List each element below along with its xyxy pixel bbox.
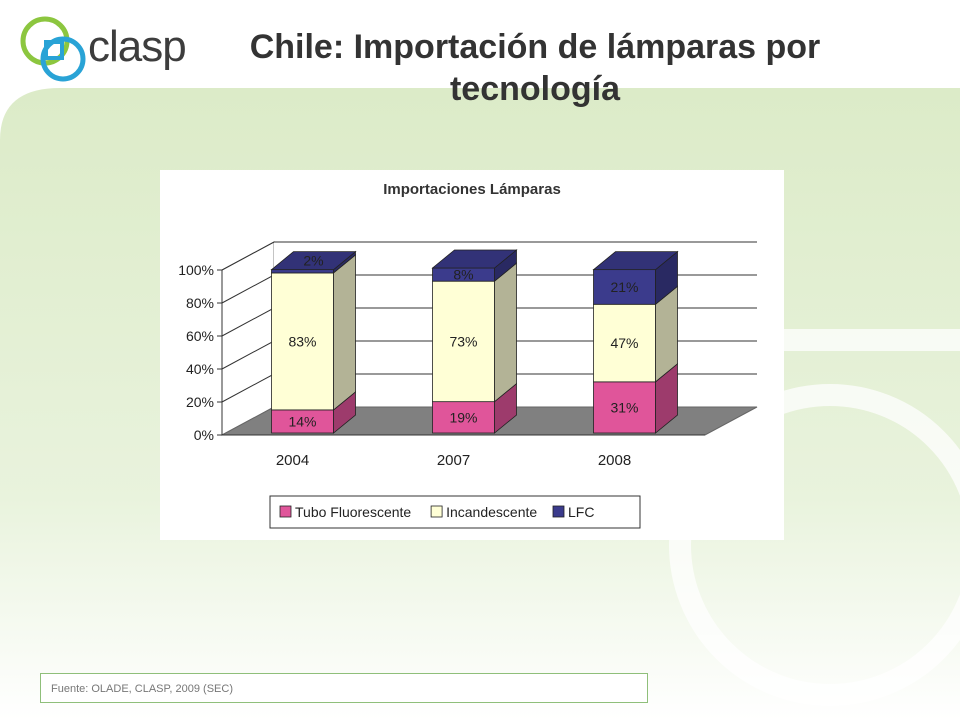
legend-swatch xyxy=(279,505,292,518)
data-label: 31% xyxy=(610,399,638,415)
legend-swatch xyxy=(430,505,443,518)
stacked-bar-chart: Importaciones Lámparas 0% 20% 40% 60% 80% 100%… xyxy=(178,181,758,529)
title-line-2: tecnología xyxy=(449,70,621,108)
title-line-1: Chile: Importación de lámparas por xyxy=(249,28,821,66)
bar-segment xyxy=(271,272,334,411)
y-tick-label: 80% xyxy=(186,295,214,311)
bar-segment-side xyxy=(494,262,517,403)
source-note: Fuente: OLADE, CLASP, 2009 (SEC) xyxy=(40,673,648,703)
legend-label: Incandescente xyxy=(446,504,537,520)
bar-segment xyxy=(432,280,495,403)
x-tick-label: 2007 xyxy=(437,452,470,469)
data-label: 2% xyxy=(303,253,323,269)
bar-segment-side xyxy=(333,254,356,411)
logo-text: clasp xyxy=(88,22,187,71)
x-tick-label: 2004 xyxy=(276,452,309,469)
clasp-logo: clasp xyxy=(18,14,198,84)
data-label: 8% xyxy=(453,267,473,283)
legend-label: LFC xyxy=(568,504,594,520)
chart-title: Importaciones Lámparas xyxy=(383,181,561,198)
bar-segment xyxy=(593,269,656,305)
y-tick-label: 100% xyxy=(178,262,214,278)
legend-box xyxy=(269,495,641,529)
data-label: 21% xyxy=(610,279,638,295)
side-wall xyxy=(221,241,275,436)
y-tick-label: 40% xyxy=(186,361,214,377)
x-tick-label: 2008 xyxy=(598,452,631,469)
y-tick-label: 0% xyxy=(194,427,214,443)
bar-segment xyxy=(271,269,334,274)
bar-segment xyxy=(593,381,656,434)
legend-label: Tubo Fluorescente xyxy=(295,504,411,520)
page-title: Chile: Importación de lámparas por tecno… xyxy=(200,26,870,110)
data-label: 73% xyxy=(449,333,477,349)
y-tick-label: 20% xyxy=(186,394,214,410)
gridline xyxy=(221,241,757,271)
data-label: 83% xyxy=(288,333,316,349)
legend-swatch xyxy=(552,505,565,518)
data-label: 47% xyxy=(610,335,638,351)
bar-top xyxy=(431,249,518,269)
data-label: 14% xyxy=(288,413,316,429)
y-tick-label: 60% xyxy=(186,328,214,344)
chart-container: Importaciones Lámparas 0% 20% 40% 60% 80% 100%… xyxy=(160,170,784,540)
bar-segment xyxy=(432,401,495,434)
logo-icon xyxy=(20,16,86,82)
bar-top xyxy=(592,251,679,271)
bar-top xyxy=(270,251,357,271)
data-label: 19% xyxy=(449,409,477,425)
